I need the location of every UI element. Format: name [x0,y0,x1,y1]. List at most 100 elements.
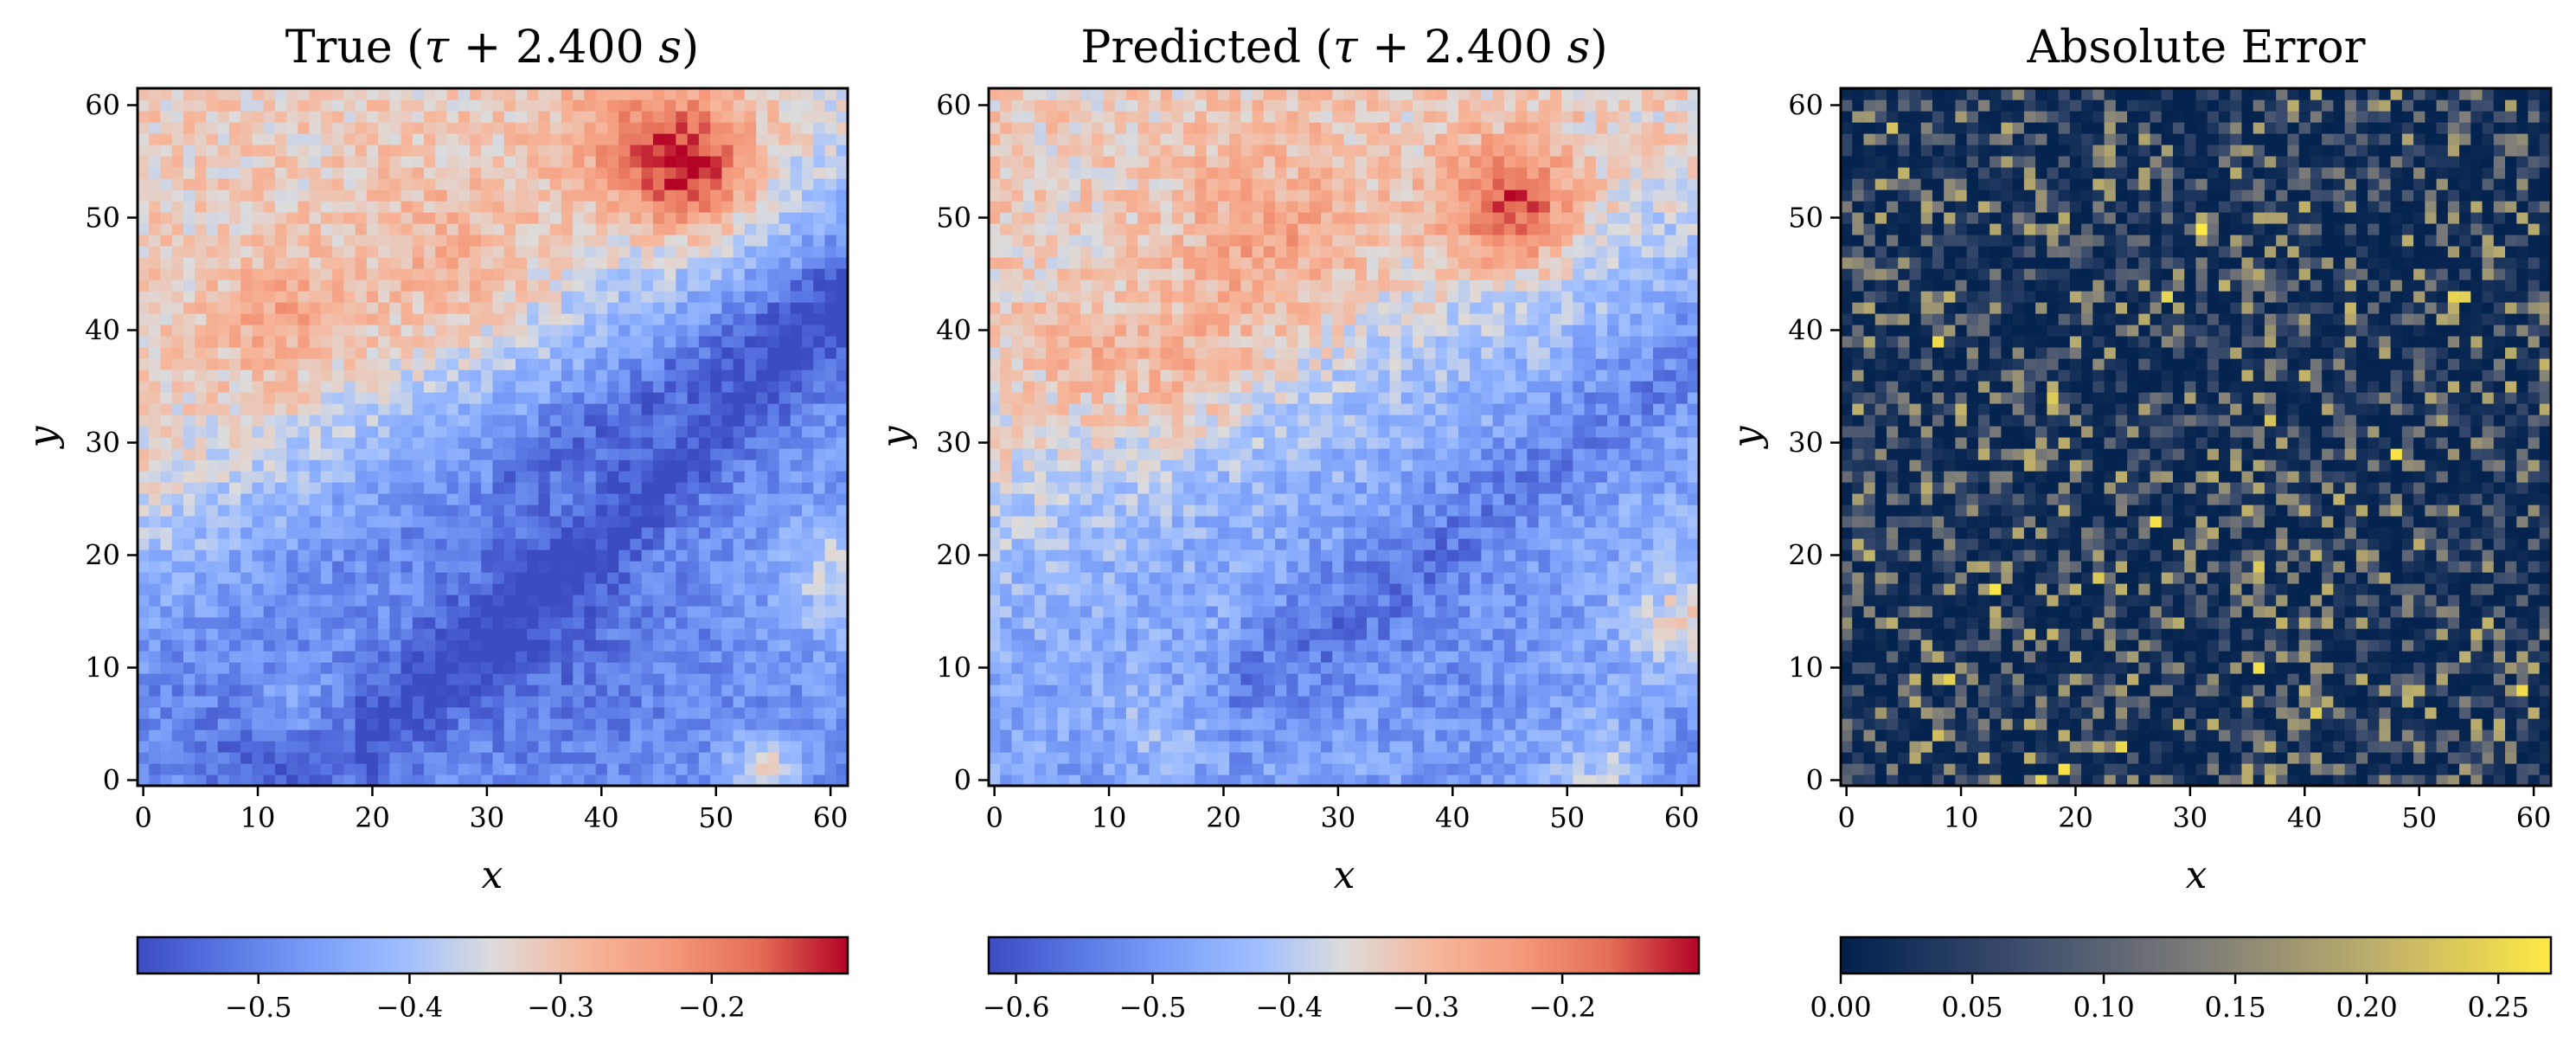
heatmap-cell [138,707,150,719]
heatmap-cell [217,763,230,775]
heatmap-cell [989,741,1001,753]
heatmap-cell [492,606,505,618]
heatmap-cell [767,178,780,190]
heatmap-cell [527,684,540,697]
heatmap-cell [733,763,746,775]
heatmap-cell [274,774,287,787]
heatmap-cell [470,437,482,449]
heatmap-cell [549,673,562,685]
heatmap-cell [492,122,505,134]
heatmap-cell [733,246,746,258]
heatmap-cell [286,190,298,202]
heatmap-cell [1206,684,1219,697]
heatmap-cell [263,774,276,787]
heatmap-cell [515,426,528,438]
heatmap-cell [515,268,528,280]
heatmap-cell [1195,617,1208,629]
heatmap-cell [503,201,516,213]
heatmap-cell [779,268,791,280]
heatmap-cell [836,538,849,550]
heatmap-cell [309,235,322,247]
heatmap-cell [687,471,700,483]
heatmap-cell [1252,752,1265,764]
heatmap-cell [595,156,608,168]
heatmap-cell [802,347,814,359]
heatmap-cell [400,729,413,742]
heatmap-cell [676,684,689,697]
heatmap-cell [813,392,826,404]
heatmap-cell [618,145,631,157]
heatmap-cell [756,133,768,145]
heatmap-cell [813,381,826,393]
heatmap-cell [1641,763,1654,775]
heatmap-cell [802,358,814,370]
heatmap-cell [733,392,746,404]
heatmap-cell [606,325,619,337]
heatmap-cell [595,336,608,348]
heatmap-cell [733,201,746,213]
heatmap-cell [320,88,333,100]
heatmap-cell [767,774,780,787]
heatmap-cell [721,133,734,145]
heatmap-cell [309,156,322,168]
heatmap-cell [378,729,390,742]
heatmap-cell [332,257,344,269]
heatmap-cell [481,538,494,550]
heatmap-cell [378,437,390,449]
heatmap-cell [435,145,448,157]
heatmap-cell [710,156,722,168]
heatmap-cell [309,280,322,292]
heatmap-cell [1332,752,1345,764]
heatmap-cell [389,538,402,550]
heatmap-cell [1171,707,1184,719]
heatmap-cell [664,696,676,708]
heatmap-cell [1011,594,1024,607]
heatmap-cell [549,516,562,528]
heatmap-cell [790,100,803,112]
heatmap-cell [824,212,837,224]
heatmap-cell [527,212,540,224]
heatmap-cell [240,752,253,764]
heatmap-cell [1252,696,1265,708]
heatmap-cell [824,325,837,337]
heatmap-cell [1458,729,1471,742]
heatmap-cell [1595,718,1608,730]
heatmap-cell [1630,673,1643,685]
heatmap-cell [1343,774,1356,787]
heatmap-cell [263,561,276,573]
heatmap-cell [378,516,390,528]
heatmap-cell [503,561,516,573]
heatmap-cell [309,415,322,427]
heatmap-cell [1103,628,1116,640]
heatmap-cell [1286,651,1299,663]
heatmap-cell [195,145,208,157]
heatmap-cell [618,88,631,100]
heatmap-cell [446,381,459,393]
heatmap-cell [744,325,757,337]
heatmap-cell [424,235,436,247]
heatmap-cell [378,291,390,303]
heatmap-cell [446,223,459,235]
heatmap-cell [446,549,459,562]
heatmap-cell [756,426,768,438]
heatmap-cell [1355,752,1368,764]
heatmap-cell [366,302,379,314]
heatmap-cell [320,268,333,280]
heatmap-cell [664,291,676,303]
heatmap-cell [1343,673,1356,685]
heatmap-cell [138,448,150,460]
heatmap-cell [561,752,574,764]
heatmap-cell [355,100,368,112]
heatmap-cell [538,527,551,539]
heatmap-cell [503,493,516,505]
heatmap-cell [355,763,368,775]
heatmap-cell [1435,696,1448,708]
heatmap-cell [733,88,746,100]
heatmap-cell [687,156,700,168]
heatmap-cell [435,583,448,595]
heatmap-cell [561,606,574,618]
heatmap-cell [698,662,711,674]
heatmap-cell [573,381,586,393]
heatmap-cell [836,381,849,393]
heatmap-cell [1653,673,1665,685]
